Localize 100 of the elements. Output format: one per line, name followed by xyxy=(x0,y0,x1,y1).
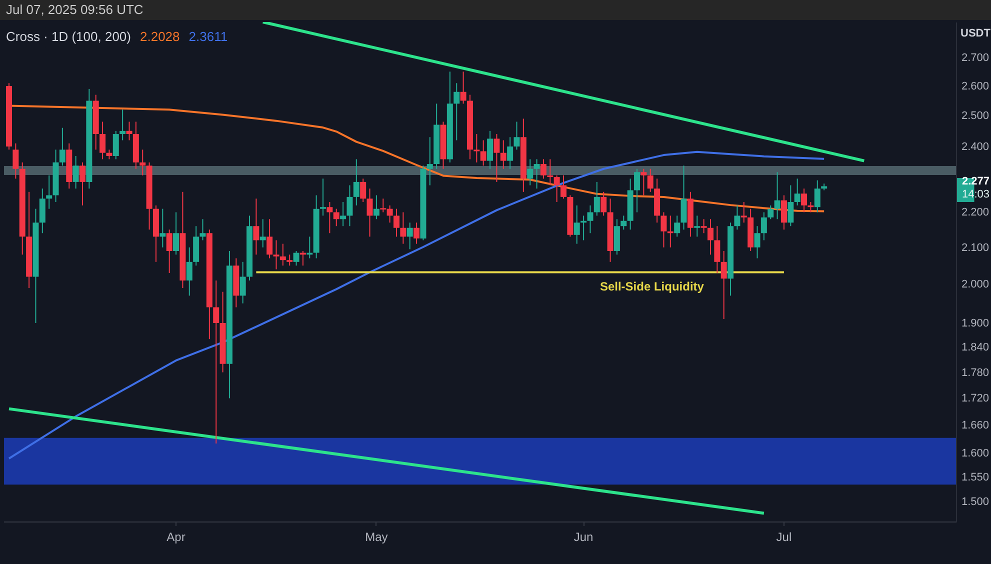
candlestick xyxy=(253,198,260,256)
candlestick xyxy=(594,181,600,216)
candlestick xyxy=(100,121,106,160)
candlestick xyxy=(79,162,86,206)
candlestick xyxy=(794,178,800,206)
candlestick xyxy=(426,136,433,186)
candlestick xyxy=(760,212,767,241)
candlestick xyxy=(340,202,346,227)
y-tick-label: 2.400 xyxy=(962,141,990,154)
x-tick-label: Jun xyxy=(574,530,594,544)
series-label: Sell-Side Liquidity xyxy=(600,279,704,294)
candlestick xyxy=(600,191,607,216)
candlestick xyxy=(333,208,340,227)
candlestick xyxy=(734,204,740,230)
candlestick xyxy=(12,142,19,180)
candlestick xyxy=(72,156,79,190)
candlestick xyxy=(120,109,126,141)
y-tick-label: 2.500 xyxy=(962,110,990,122)
candlestick xyxy=(574,204,580,244)
candlestick xyxy=(126,121,132,141)
candlestick xyxy=(406,222,413,250)
candlestick xyxy=(112,130,119,160)
candlestick xyxy=(500,140,506,170)
candlestick xyxy=(801,188,808,213)
candlestick xyxy=(200,218,206,241)
candlestick xyxy=(694,215,700,238)
candlestick xyxy=(507,136,514,170)
candlestick xyxy=(286,254,293,266)
y-tick-label: 2.700 xyxy=(962,52,990,64)
y-tick-label: 1.780 xyxy=(962,366,990,379)
y-axis-title: USDT xyxy=(960,28,991,40)
candlestick xyxy=(554,174,560,203)
candlestick xyxy=(240,261,246,304)
candlestick xyxy=(454,82,460,141)
candlestick xyxy=(320,178,326,216)
y-tick-label: 1.720 xyxy=(962,392,990,405)
candlestick xyxy=(460,71,466,104)
y-tick-label: 1.840 xyxy=(962,342,990,354)
candlestick xyxy=(140,149,146,176)
candlestick xyxy=(273,240,280,270)
candlestick xyxy=(768,204,774,220)
candlestick xyxy=(527,158,534,186)
candlestick xyxy=(414,222,420,244)
candlestick xyxy=(186,246,192,296)
text: Cross · 1D (100, 200) xyxy=(6,29,131,44)
candlestick xyxy=(514,121,520,150)
candlestick xyxy=(814,180,820,213)
candlestick xyxy=(353,158,360,206)
x-tick-label: Apr xyxy=(166,530,186,544)
candlestick xyxy=(266,218,273,259)
candlestick xyxy=(674,215,680,238)
candlestick xyxy=(547,158,554,186)
candlestick xyxy=(647,168,654,192)
candlestick xyxy=(213,280,220,444)
candlestick xyxy=(293,250,300,266)
candlestick xyxy=(780,194,787,230)
candlestick xyxy=(280,243,286,266)
annotation: 2.2028 xyxy=(140,29,180,44)
chart-subtitle: Jul 07, 2025 09:56 UTC xyxy=(0,0,991,20)
candlestick xyxy=(474,134,480,163)
candlestick xyxy=(720,250,727,320)
candlestick xyxy=(660,212,667,248)
candlestick xyxy=(634,168,640,213)
candlestick xyxy=(393,208,400,238)
y-tick-label: 2.100 xyxy=(962,242,990,254)
candlestick xyxy=(740,202,747,224)
candlestick xyxy=(59,127,66,166)
candlestick xyxy=(373,194,380,220)
candlestick xyxy=(160,208,166,248)
x-tick-label: Jul xyxy=(776,530,792,544)
candlestick xyxy=(680,165,687,230)
candlestick xyxy=(560,174,567,200)
y-tick-label: 2.200 xyxy=(962,206,990,219)
candlestick xyxy=(540,158,546,180)
candlestick xyxy=(714,226,720,274)
candlestick xyxy=(366,188,373,238)
y-tick-label: 1.660 xyxy=(962,420,990,432)
line-series xyxy=(8,150,826,460)
candlestick xyxy=(487,130,494,170)
candlestick xyxy=(754,226,760,259)
candlestick xyxy=(707,218,714,256)
y-tick-label: 2.600 xyxy=(962,80,990,93)
y-tick-label: 2.000 xyxy=(962,278,990,291)
candlestick xyxy=(620,215,627,230)
y-tick-label: 1.500 xyxy=(962,496,990,508)
candlestick xyxy=(700,218,707,234)
candlestick xyxy=(346,184,353,227)
candlestick xyxy=(400,212,406,244)
y-tick-label: 1.550 xyxy=(962,471,990,484)
candlestick xyxy=(788,184,794,227)
candlestick xyxy=(534,158,540,190)
y-tick-label: 1.600 xyxy=(962,447,990,460)
candlestick xyxy=(39,188,46,234)
candlestick xyxy=(360,178,366,203)
candlestick xyxy=(774,172,780,220)
annotation: 2.3611 xyxy=(188,29,228,44)
x-tick-label: May xyxy=(365,530,388,544)
y-tick-label: 1.900 xyxy=(962,317,990,330)
candlestick xyxy=(260,218,266,248)
candlestick xyxy=(166,229,172,274)
